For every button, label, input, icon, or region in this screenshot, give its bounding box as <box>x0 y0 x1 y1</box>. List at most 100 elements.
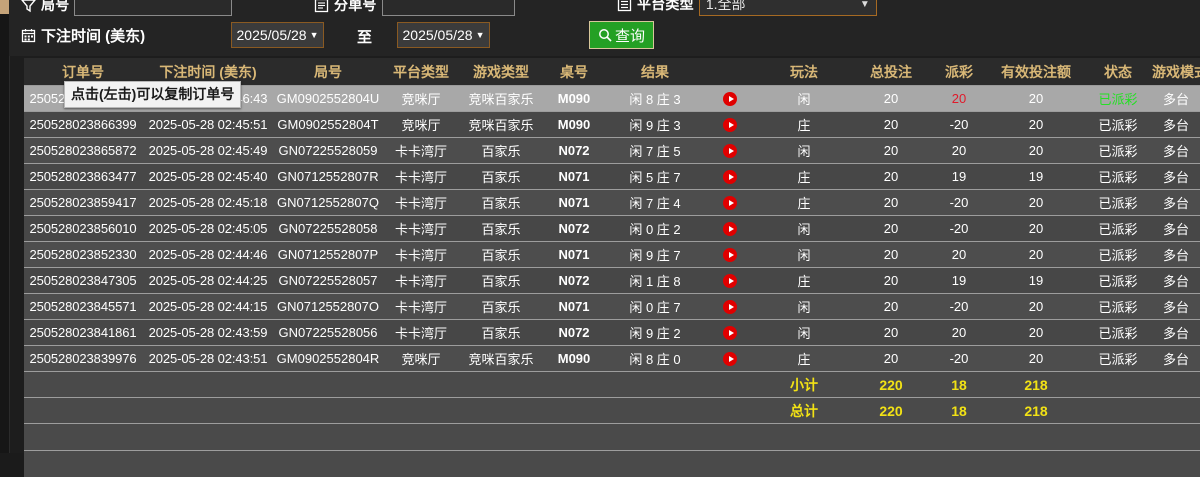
cell-video[interactable] <box>704 346 756 372</box>
date-from-picker[interactable]: 2025/05/28 ▼ <box>231 22 324 48</box>
cell-game-type: 竞咪百家乐 <box>460 346 542 372</box>
play-video-icon[interactable] <box>723 170 737 184</box>
cell-total-bet: 20 <box>852 294 930 320</box>
cell-game-mode: 多台 <box>1152 138 1200 164</box>
cell-video[interactable] <box>704 190 756 216</box>
date-to-picker[interactable]: 2025/05/28 ▼ <box>397 22 490 48</box>
play-video-icon[interactable] <box>723 352 737 366</box>
play-video-icon[interactable] <box>723 248 737 262</box>
cell-valid-bet: 20 <box>988 242 1084 268</box>
col-header-game-mode[interactable]: 游戏模式 <box>1152 58 1200 86</box>
cell-video[interactable] <box>704 164 756 190</box>
col-header-play-type[interactable]: 玩法 <box>756 58 852 86</box>
cell-table-no: N071 <box>542 164 606 190</box>
cell-platform: 卡卡湾厅 <box>382 138 460 164</box>
query-button-label: 查询 <box>615 25 645 46</box>
query-button[interactable]: 查询 <box>589 21 654 49</box>
cell-video[interactable] <box>704 294 756 320</box>
cell-video[interactable] <box>704 268 756 294</box>
cell-order-id[interactable]: 250528023845571 <box>24 294 142 320</box>
play-video-icon[interactable] <box>723 326 737 340</box>
cell-round-no: GM0902552804R <box>274 346 382 372</box>
play-video-icon[interactable] <box>723 222 737 236</box>
cell-platform: 卡卡湾厅 <box>382 268 460 294</box>
cell-order-id[interactable]: 250528023839976 <box>24 346 142 372</box>
cell-bet-time: 2025-05-28 02:45:40 <box>142 164 274 190</box>
col-header-valid-bet[interactable]: 有效投注额 <box>988 58 1084 86</box>
cell-game-mode: 多台 <box>1152 242 1200 268</box>
cell-order-id[interactable]: 250528023866399 <box>24 112 142 138</box>
filter-label-round: 局号 <box>41 0 69 15</box>
play-video-icon[interactable] <box>723 144 737 158</box>
cell-total-bet: 20 <box>852 216 930 242</box>
cell-order-id[interactable]: 250528023863477 <box>24 164 142 190</box>
col-header-round[interactable]: 局号 <box>274 58 382 86</box>
cell-round-no: GN07225528058 <box>274 216 382 242</box>
col-header-game-type[interactable]: 游戏类型 <box>460 58 542 86</box>
cell-total-bet: 20 <box>852 86 930 112</box>
bet-records-table-container: 订单号 下注时间 (美东) 局号 平台类型 游戏类型 桌号 结果 玩法 总投注 … <box>24 58 1200 453</box>
cell-status: 已派彩 <box>1084 268 1152 294</box>
col-header-platform-type[interactable]: 平台类型 <box>382 58 460 86</box>
suborder-input[interactable] <box>382 0 515 16</box>
cell-video[interactable] <box>704 112 756 138</box>
cell-order-id[interactable]: 250528023856010 <box>24 216 142 242</box>
cell-order-id[interactable]: 250528023852330 <box>24 242 142 268</box>
filter-field-round: 局号 <box>21 0 232 16</box>
cell-game-type: 百家乐 <box>460 294 542 320</box>
col-header-total-bet[interactable]: 总投注 <box>852 58 930 86</box>
summary-spacer <box>24 398 756 424</box>
cell-bet-time: 2025-05-28 02:45:05 <box>142 216 274 242</box>
play-video-icon[interactable] <box>723 196 737 210</box>
cell-game-mode: 多台 <box>1152 216 1200 242</box>
cell-game-mode: 多台 <box>1152 86 1200 112</box>
cell-status: 已派彩 <box>1084 216 1152 242</box>
cell-order-id[interactable]: 250528023847305 <box>24 268 142 294</box>
play-triangle-icon <box>729 96 734 102</box>
play-video-icon[interactable] <box>723 92 737 106</box>
summary-label: 总计 <box>756 398 852 424</box>
cell-play-type: 闲 <box>756 242 852 268</box>
cell-video[interactable] <box>704 242 756 268</box>
cell-game-type: 百家乐 <box>460 164 542 190</box>
cell-bet-time: 2025-05-28 02:44:25 <box>142 268 274 294</box>
col-header-payout[interactable]: 派彩 <box>930 58 988 86</box>
cell-video[interactable] <box>704 86 756 112</box>
left-gutter <box>0 0 10 453</box>
cell-total-bet: 20 <box>852 268 930 294</box>
cell-play-type: 庄 <box>756 112 852 138</box>
round-input[interactable] <box>74 0 232 16</box>
summary-spacer-right <box>1084 372 1200 398</box>
cell-platform: 卡卡湾厅 <box>382 294 460 320</box>
summary-payout: 18 <box>930 372 988 398</box>
cell-game-type: 百家乐 <box>460 190 542 216</box>
col-header-result[interactable]: 结果 <box>606 58 704 86</box>
empty-cell <box>24 424 1200 451</box>
play-video-icon[interactable] <box>723 118 737 132</box>
cell-order-id[interactable]: 250528023841861 <box>24 320 142 346</box>
cell-video[interactable] <box>704 320 756 346</box>
cell-bet-time: 2025-05-28 02:43:51 <box>142 346 274 372</box>
cell-video[interactable] <box>704 138 756 164</box>
cell-round-no: GN07225528056 <box>274 320 382 346</box>
col-header-table-no[interactable]: 桌号 <box>542 58 606 86</box>
cell-video[interactable] <box>704 216 756 242</box>
play-video-icon[interactable] <box>723 274 737 288</box>
play-video-icon[interactable] <box>723 300 737 314</box>
platform-select[interactable]: 1.全部 ▼ <box>699 0 877 16</box>
cell-order-id[interactable]: 250528023859417 <box>24 190 142 216</box>
col-header-status[interactable]: 状态 <box>1084 58 1152 86</box>
filter-row-top: 局号 分单号 平台类型 1.全部 ▼ <box>9 0 1200 16</box>
cell-order-id[interactable]: 250528023865872 <box>24 138 142 164</box>
filter-bar: 局号 分单号 平台类型 1.全部 ▼ <box>9 0 1200 56</box>
